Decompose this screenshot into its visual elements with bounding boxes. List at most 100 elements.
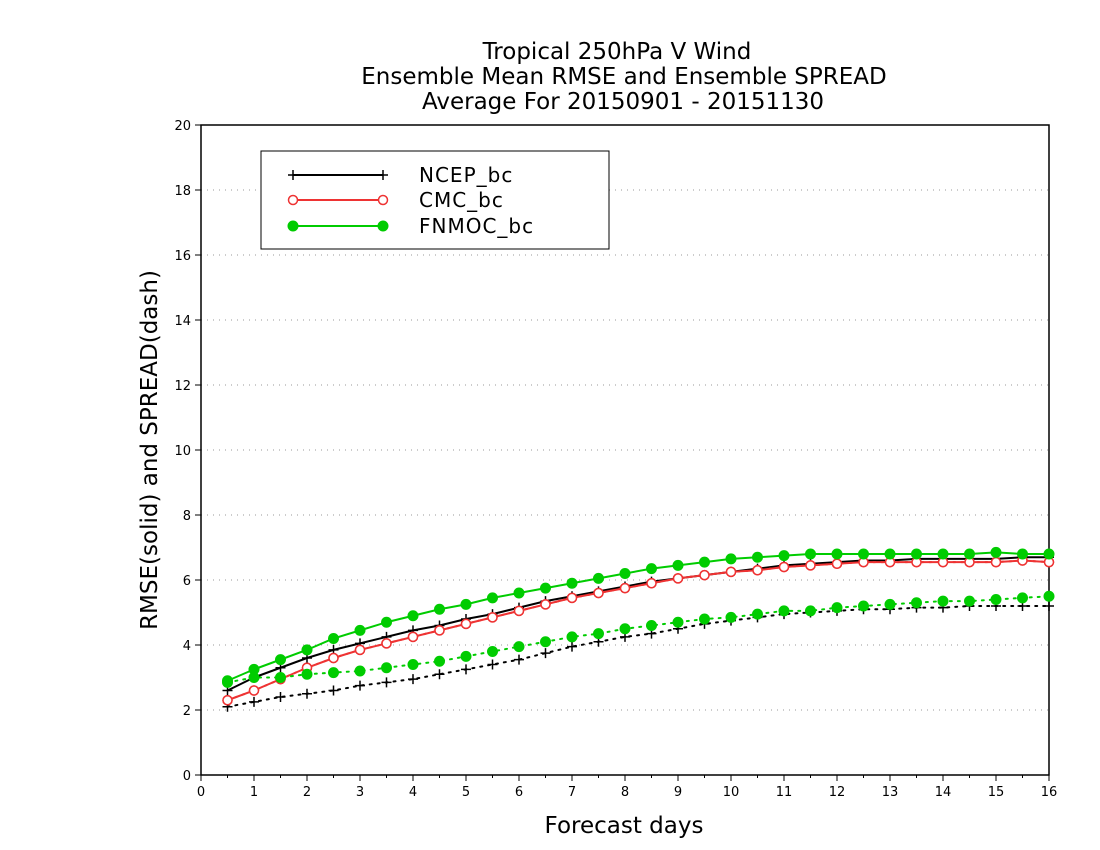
x-tick-label: 9	[674, 785, 682, 800]
spread-point-fnmoc-bc	[619, 623, 631, 635]
spread-point-fnmoc-bc	[328, 667, 339, 679]
legend-item-cmc-bc: CMC_bc	[287, 188, 503, 212]
rmse-point-fnmoc-bc	[328, 633, 339, 644]
rmse-point-cmc-bc	[619, 582, 631, 594]
y-tick-label: 2	[183, 704, 191, 719]
rmse-point-fnmoc-bc	[460, 598, 472, 610]
rmse-point-cmc-bc	[381, 638, 392, 649]
x-tick-label: 4	[409, 785, 417, 800]
rmse-point-fnmoc-bc	[593, 572, 604, 584]
rmse-point-fnmoc-bc	[937, 548, 949, 560]
x-tick-label: 0	[197, 785, 205, 800]
x-tick-label: 16	[1041, 785, 1058, 800]
spread-point-fnmoc-bc	[911, 597, 922, 609]
spread-point-fnmoc-bc	[646, 620, 657, 631]
rmse-point-fnmoc-bc	[248, 663, 260, 675]
spread-point-fnmoc-bc	[990, 594, 1002, 605]
spread-point-ncep-bc	[487, 659, 498, 670]
y-tick-label: 18	[174, 184, 191, 199]
spread-point-fnmoc-bc	[778, 605, 790, 617]
rmse-point-cmc-bc	[752, 565, 763, 576]
y-tick-label: 4	[183, 639, 191, 654]
spread-point-fnmoc-bc	[831, 602, 843, 614]
rmse-point-fnmoc-bc	[566, 577, 578, 589]
x-axis-label: Forecast days	[545, 813, 704, 839]
spread-point-fnmoc-bc	[407, 659, 419, 670]
spread-point-fnmoc-bc	[381, 662, 392, 674]
spread-point-fnmoc-bc	[513, 641, 525, 653]
spread-point-fnmoc-bc	[858, 600, 869, 612]
rmse-point-fnmoc-bc	[858, 548, 869, 560]
spread-point-fnmoc-bc	[964, 595, 975, 607]
rmse-point-cmc-bc	[778, 561, 790, 573]
rmse-point-fnmoc-bc	[752, 551, 763, 563]
rmse-point-fnmoc-bc	[275, 654, 286, 666]
chart-title-line-2: Ensemble Mean RMSE and Ensemble SPREAD	[361, 64, 886, 90]
spread-point-fnmoc-bc	[725, 611, 737, 623]
spread-point-fnmoc-bc	[752, 608, 763, 620]
rmse-point-cmc-bc	[354, 644, 366, 656]
rmse-point-fnmoc-bc	[990, 546, 1002, 558]
spread-point-ncep-bc	[567, 641, 577, 652]
legend-label: NCEP_bc	[419, 163, 513, 187]
rmse-point-cmc-bc	[990, 556, 1002, 568]
rmse-point-fnmoc-bc	[778, 550, 790, 562]
spread-point-fnmoc-bc	[460, 650, 472, 662]
spread-point-fnmoc-bc	[593, 628, 604, 640]
spread-point-ncep-bc	[355, 680, 365, 691]
rmse-point-cmc-bc	[699, 569, 710, 581]
rmse-point-fnmoc-bc	[222, 675, 233, 687]
rmse-point-cmc-bc	[540, 599, 551, 610]
legend-label: FNMOC_bc	[419, 214, 534, 238]
x-tick-label: 7	[568, 785, 576, 800]
rmse-point-cmc-bc	[725, 566, 737, 578]
series-fnmoc-bc	[222, 546, 1055, 688]
x-tick-label: 1	[250, 785, 258, 800]
rmse-point-cmc-bc	[566, 592, 578, 604]
y-tick-label: 10	[174, 444, 191, 459]
rmse-point-fnmoc-bc	[301, 644, 313, 656]
rmse-point-fnmoc-bc	[911, 548, 922, 560]
rmse-point-fnmoc-bc	[884, 548, 896, 560]
y-tick-label: 14	[174, 314, 191, 329]
y-tick-label: 16	[174, 249, 191, 264]
x-tick-label: 5	[462, 785, 470, 800]
spread-point-ncep-bc	[275, 692, 286, 702]
spread-point-ncep-bc	[381, 677, 392, 688]
spread-point-ncep-bc	[540, 648, 551, 659]
legend-swatch-marker	[287, 220, 299, 232]
spread-point-ncep-bc	[514, 654, 524, 665]
chart-title-line-3: Average For 20150901 - 20151130	[422, 89, 824, 115]
rmse-point-fnmoc-bc	[434, 603, 445, 615]
y-tick-label: 12	[174, 379, 191, 394]
rmse-point-cmc-bc	[513, 605, 525, 617]
x-tick-label: 6	[515, 785, 523, 800]
legend-swatch-marker	[378, 170, 388, 180]
rmse-point-fnmoc-bc	[513, 587, 525, 599]
rmse-point-cmc-bc	[407, 631, 419, 643]
rmse-point-fnmoc-bc	[805, 548, 816, 560]
rmse-point-fnmoc-bc	[725, 553, 737, 565]
rmse-point-fnmoc-bc	[1017, 548, 1028, 560]
rmse-point-fnmoc-bc	[619, 568, 631, 579]
rmse-point-fnmoc-bc	[354, 624, 366, 636]
spread-point-ncep-bc	[328, 685, 339, 696]
y-axis-label: RMSE(solid) and SPREAD(dash)	[137, 270, 163, 630]
y-tick-label: 8	[183, 509, 191, 524]
x-tick-label: 13	[882, 785, 899, 800]
rmse-point-cmc-bc	[460, 618, 472, 630]
spread-point-fnmoc-bc	[566, 631, 578, 643]
rmse-point-cmc-bc	[248, 685, 260, 696]
y-tick-label: 0	[183, 769, 191, 784]
rmse-point-fnmoc-bc	[831, 548, 843, 560]
legend-swatch-marker	[377, 194, 389, 206]
axis-ticks	[195, 124, 1050, 781]
x-tick-label: 14	[935, 785, 952, 800]
rmse-point-cmc-bc	[672, 573, 684, 584]
rmse-point-cmc-bc	[487, 612, 498, 623]
legend-swatch-marker	[288, 170, 298, 180]
rmse-point-fnmoc-bc	[407, 610, 419, 622]
rmse-point-cmc-bc	[222, 695, 233, 706]
legend-swatch-marker	[377, 220, 389, 232]
